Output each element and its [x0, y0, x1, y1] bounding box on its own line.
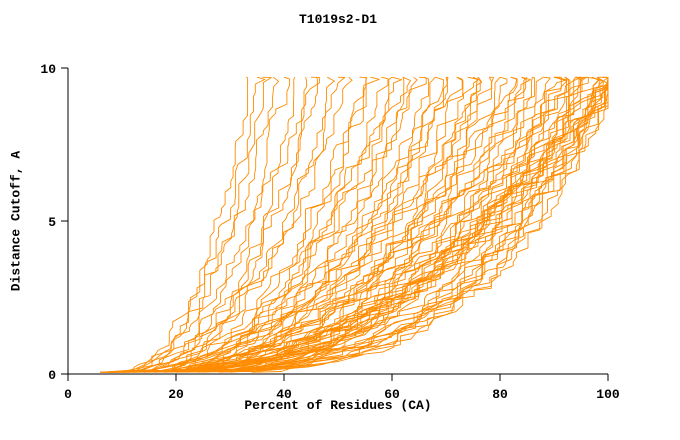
y-tick-label: 0 [48, 368, 56, 383]
model-curve [100, 76, 272, 373]
model-curve [127, 76, 483, 373]
model-curve [100, 76, 367, 373]
x-tick-label: 80 [492, 387, 508, 402]
model-curve [127, 77, 318, 373]
model-curve [105, 76, 389, 373]
model-curve [111, 76, 266, 373]
model-curve [154, 76, 494, 373]
model-curve [111, 76, 609, 373]
model-curve [100, 76, 320, 373]
model-curve [100, 76, 444, 373]
model-curve [175, 76, 544, 373]
model-curve [132, 77, 533, 373]
model-curve [186, 76, 567, 373]
model-curve [175, 77, 609, 373]
x-tick-label: 40 [276, 387, 292, 402]
model-curve [121, 77, 296, 373]
model-curve [105, 76, 576, 373]
model-curve [116, 76, 280, 373]
model-curve [105, 76, 430, 373]
model-curve [100, 77, 405, 373]
model-curve [229, 77, 609, 373]
model-curve [105, 76, 249, 373]
x-tick-label: 0 [64, 387, 72, 402]
model-curve [116, 76, 528, 373]
model-curve [111, 76, 571, 373]
model-curve [111, 76, 368, 373]
model-curve [105, 76, 493, 373]
y-tick-label: 5 [48, 215, 56, 230]
x-tick-label: 60 [384, 387, 400, 402]
model-curve [105, 76, 568, 373]
model-curve [121, 76, 436, 373]
x-tick-label: 20 [168, 387, 184, 402]
y-tick-label: 10 [40, 62, 56, 77]
model-curve [121, 76, 380, 373]
x-tick-label: 100 [596, 387, 620, 402]
model-curve [105, 76, 291, 373]
model-curve [105, 76, 608, 373]
model-curve [127, 76, 411, 373]
model-curve [111, 77, 609, 373]
model-curve [100, 76, 481, 373]
model-curve [116, 77, 609, 373]
model-curve [143, 76, 427, 373]
model-curve [116, 76, 479, 373]
model-curve [197, 76, 609, 373]
model-curve [154, 77, 609, 373]
model-curve [105, 77, 609, 373]
model-curve [132, 76, 353, 373]
model-curve [219, 76, 604, 373]
model-curve [202, 76, 587, 373]
model-curve [251, 77, 609, 373]
model-curve [143, 76, 569, 373]
model-curve [105, 77, 609, 373]
x-axis-label: Percent of Residues (CA) [244, 398, 432, 413]
chart-title: T1019s2-D1 [298, 12, 377, 27]
model-curve [132, 76, 449, 373]
model-curve [105, 76, 335, 373]
model-curve [111, 77, 308, 373]
model-curve [148, 76, 463, 373]
model-curve [165, 76, 531, 373]
